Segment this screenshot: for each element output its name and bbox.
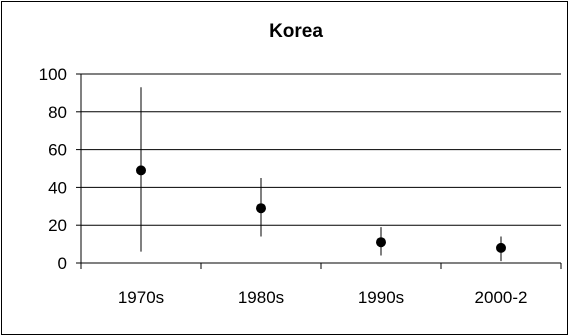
x-tick-label: 2000-2 [475,288,528,307]
x-tick-label: 1970s [118,288,164,307]
chart-title: Korea [269,21,323,42]
data-point-1970s [136,165,146,176]
axes [76,73,562,269]
y-tick-label: 20 [48,216,67,235]
data-point-1990s [376,237,386,248]
x-tick-labels: 1970s 1980s 1990s 2000-2 [118,288,528,307]
y-tick-label: 80 [48,103,67,122]
y-tick-label: 40 [48,178,67,197]
y-tick-labels: 0 20 40 60 80 100 [39,65,67,273]
x-tick-label: 1980s [238,288,284,307]
y-tick-label: 100 [39,65,67,84]
data-point-2000-2 [496,242,506,253]
y-tick-label: 60 [48,141,67,160]
gridlines [81,73,561,226]
y-tick-label: 0 [58,254,67,273]
x-tick-label: 1990s [358,288,404,307]
data-point-1980s [256,203,266,214]
data-marks [136,87,506,262]
